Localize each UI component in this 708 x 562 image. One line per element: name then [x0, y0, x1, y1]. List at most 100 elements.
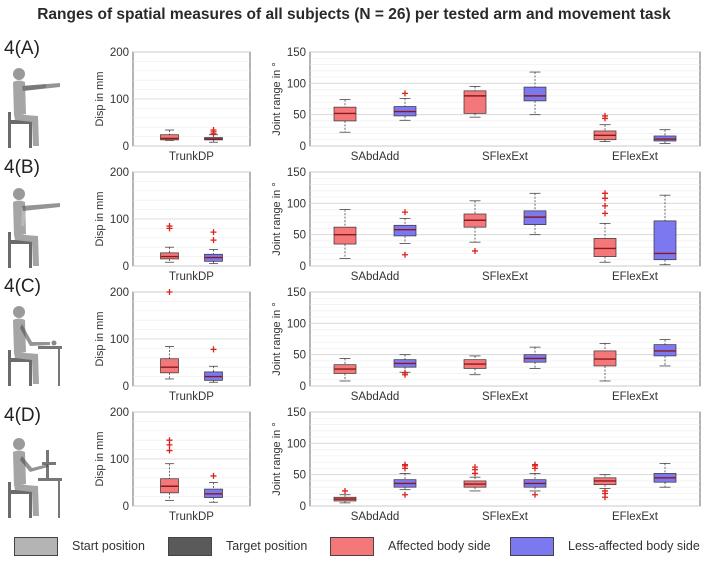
y-tick-label: 50: [293, 470, 306, 482]
outlier-marker: [532, 491, 538, 498]
outlier-marker: [402, 251, 408, 258]
y-tick-label: 100: [287, 318, 306, 330]
x-tick-label: EFlexExt: [612, 391, 659, 403]
legend-label-less-affected: Less-affected body side: [568, 539, 700, 553]
y-tick-label: 100: [110, 94, 129, 106]
legend-swatch-affected: [330, 536, 374, 556]
legend-less-affected: Less-affected body side: [510, 536, 700, 556]
legend-swatch-less-affected: [510, 536, 554, 556]
panel-4c-joint: 0 50 100 150 Joint range in ° SAbdAdd SFlexExt…: [271, 287, 701, 403]
y-tick-label: 0: [123, 261, 129, 273]
outlier-marker: [602, 210, 608, 217]
panel-4c-disp: 0 100 200 Disp in mm TrunkDP: [94, 287, 251, 403]
panel-label-4a: 4(A): [4, 38, 40, 59]
outlier-marker: [210, 127, 217, 134]
panel-4b-joint: 0 50 100 150 Joint range in ° SAbdAdd SFlexExt…: [271, 167, 701, 283]
legend-affected: Affected body side: [330, 536, 491, 556]
y-axis-label: Joint range in °: [271, 302, 283, 376]
x-tick-label: EFlexExt: [612, 151, 659, 163]
posture-figure-4d: [8, 438, 62, 518]
outlier-marker: [210, 472, 217, 479]
outlier-marker: [602, 112, 608, 119]
posture-figure-4b: [8, 188, 60, 268]
panel-4b-disp: 0 100 200 Disp in mm TrunkDP: [94, 167, 251, 283]
outlier-marker: [166, 223, 173, 230]
chart-title: Ranges of spatial measures of all subjec…: [37, 6, 671, 23]
x-tick-label: SFlexExt: [482, 511, 529, 523]
panel-4d-disp: 0 100 200 Disp in mm TrunkDP: [94, 407, 251, 523]
plot-frame: [309, 291, 701, 387]
posture-figure-4c: [8, 306, 62, 386]
y-tick-label: 100: [287, 438, 306, 450]
panel-label-4d: 4(D): [4, 405, 41, 426]
outlier-marker: [402, 90, 408, 97]
x-tick-label: TrunkDP: [169, 511, 214, 523]
box: [160, 252, 179, 260]
outlier-marker: [210, 237, 217, 244]
y-tick-label: 0: [123, 381, 129, 393]
box: [333, 226, 357, 245]
panel-4a-joint: 0 50 100 150 Joint range in ° SAbdAdd SFlexExt…: [271, 47, 701, 163]
y-tick-label: 0: [300, 501, 306, 513]
x-tick-label: TrunkDP: [169, 391, 214, 403]
y-tick-label: 100: [287, 78, 306, 90]
y-tick-label: 200: [110, 167, 129, 179]
y-tick-label: 100: [110, 334, 129, 346]
plot-frame: [309, 171, 701, 267]
y-axis-label: Disp in mm: [94, 311, 106, 366]
posture-figure-4a: [8, 68, 60, 148]
y-tick-label: 150: [287, 407, 306, 419]
outlier-marker: [342, 487, 348, 494]
x-tick-label: SFlexExt: [482, 151, 529, 163]
outlier-marker: [402, 369, 408, 376]
outlier-marker: [402, 209, 408, 216]
x-tick-label: SFlexExt: [482, 271, 529, 283]
outlier-marker: [602, 202, 608, 209]
y-axis-label: Joint range in °: [271, 422, 283, 496]
y-tick-label: 0: [123, 141, 129, 153]
x-tick-label: SAbdAdd: [351, 511, 400, 523]
y-tick-label: 50: [293, 230, 306, 242]
legend-label-start: Start position: [72, 539, 145, 553]
y-tick-label: 200: [110, 47, 129, 59]
outlier-marker: [166, 289, 173, 295]
legend-swatch-target: [168, 536, 212, 556]
panel-label-4c: 4(C): [4, 276, 41, 297]
box: [653, 220, 677, 261]
y-tick-label: 200: [110, 287, 129, 299]
y-tick-label: 100: [287, 198, 306, 210]
box: [393, 224, 417, 237]
x-tick-label: TrunkDP: [169, 271, 214, 283]
outlier-marker: [602, 190, 608, 197]
panel-4d-joint: 0 50 100 150 Joint range in ° SAbdAdd SFlexExt…: [271, 407, 701, 523]
y-axis-label: Disp in mm: [94, 71, 106, 126]
outlier-marker: [602, 195, 608, 202]
box: [463, 90, 487, 114]
plot-frame: [309, 51, 701, 147]
y-tick-label: 100: [110, 454, 129, 466]
panel-label-4b: 4(B): [4, 157, 40, 178]
y-tick-label: 0: [300, 261, 306, 273]
plot-frame: [309, 411, 701, 507]
outlier-marker: [210, 229, 217, 236]
box: [593, 238, 617, 257]
y-tick-label: 150: [287, 287, 306, 299]
outlier-marker: [472, 464, 478, 471]
legend-label-target: Target position: [226, 539, 308, 553]
x-tick-label: SFlexExt: [482, 391, 529, 403]
x-tick-label: SAbdAdd: [351, 271, 400, 283]
outlier-marker: [402, 491, 408, 498]
box: [160, 134, 179, 141]
y-tick-label: 0: [300, 381, 306, 393]
x-tick-label: SAbdAdd: [351, 391, 400, 403]
y-tick-label: 150: [287, 167, 306, 179]
x-tick-label: SAbdAdd: [351, 151, 400, 163]
y-tick-label: 50: [293, 350, 306, 362]
y-axis-label: Joint range in °: [271, 62, 283, 136]
outlier-marker: [166, 447, 173, 454]
panel-4a-disp: 0 100 200 Disp in mm TrunkDP: [94, 47, 251, 163]
box: [523, 86, 547, 102]
y-axis-label: Disp in mm: [94, 191, 106, 246]
outlier-marker: [532, 461, 538, 468]
y-axis-label: Joint range in °: [271, 182, 283, 256]
